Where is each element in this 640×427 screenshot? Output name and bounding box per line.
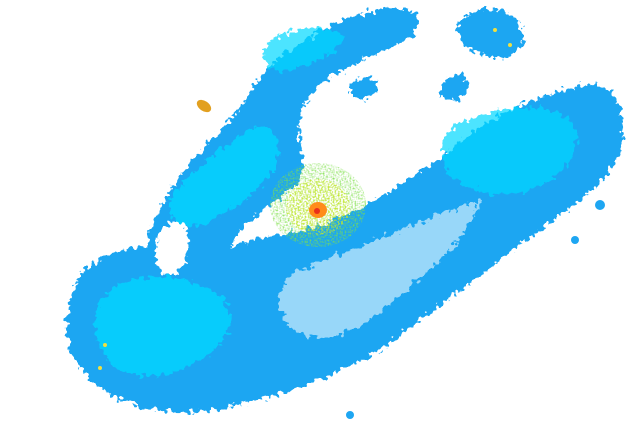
echo-dot — [346, 411, 354, 419]
light-precip — [95, 28, 578, 376]
echo-dot — [103, 343, 107, 347]
echo-dot — [196, 99, 212, 113]
gap — [155, 221, 189, 276]
light-area — [441, 107, 578, 194]
isolated-echoes — [98, 28, 605, 419]
light-area — [169, 125, 279, 227]
peak-echo — [314, 208, 320, 214]
echo-dot — [595, 200, 605, 210]
rain-cell — [440, 74, 469, 101]
light-area — [95, 276, 231, 376]
rain-cell — [350, 76, 379, 100]
core — [270, 163, 366, 247]
gap — [280, 200, 480, 337]
echo-dot — [98, 366, 102, 370]
echo-dot — [493, 28, 497, 32]
rain-cell — [457, 9, 524, 59]
clear-gaps — [155, 200, 480, 337]
light-area — [264, 28, 345, 71]
echo-dot — [571, 236, 579, 244]
echo-dot — [508, 43, 512, 47]
